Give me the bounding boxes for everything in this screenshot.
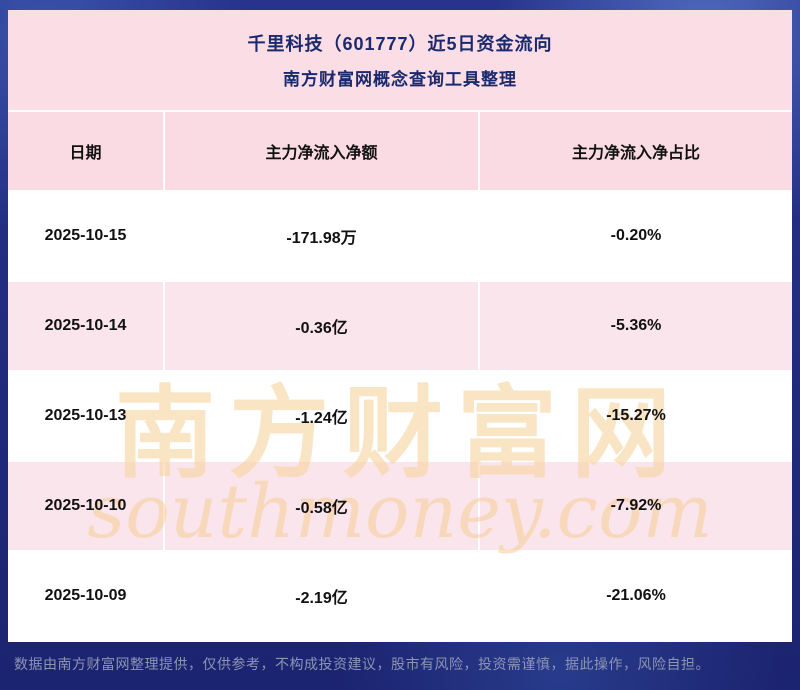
amount-cell: -1.24亿 — [165, 372, 480, 460]
amount-cell: -0.36亿 — [165, 282, 480, 370]
header-net-inflow-label: 主力净流入净额 — [265, 145, 378, 162]
date-value: 2025-10-09 — [44, 587, 127, 604]
title-band: 千里科技（601777）近5日资金流向 南方财富网概念查询工具整理 — [8, 10, 792, 110]
table-row: 2025-10-15 -171.98万 -0.20% — [8, 192, 792, 282]
table-row: 2025-10-10 -0.58亿 -7.92% — [8, 462, 792, 552]
date-value: 2025-10-15 — [44, 227, 127, 244]
ratio-cell: -5.36% — [480, 282, 792, 370]
date-cell: 2025-10-13 — [8, 372, 165, 460]
chart-title: 千里科技（601777）近5日资金流向 — [247, 34, 553, 54]
ratio-value: -21.06% — [606, 587, 666, 604]
table-header-row: 日期 主力净流入净额 主力净流入净占比 — [8, 110, 792, 192]
footer-disclaimer: 数据由南方财富网整理提供，仅供参考，不构成投资建议，股市有风险，投资需谨慎，据此… — [14, 656, 710, 672]
amount-cell: -0.58亿 — [165, 462, 480, 550]
amount-value: -0.36亿 — [295, 320, 348, 337]
ratio-cell: -21.06% — [480, 552, 792, 640]
date-cell: 2025-10-09 — [8, 552, 165, 640]
amount-value: -1.24亿 — [295, 410, 348, 427]
date-cell: 2025-10-15 — [8, 192, 165, 280]
date-value: 2025-10-13 — [44, 407, 127, 424]
table-row: 2025-10-14 -0.36亿 -5.36% — [8, 282, 792, 372]
fund-flow-table: 日期 主力净流入净额 主力净流入净占比 2025-10-15 -171.98万 … — [8, 110, 792, 642]
date-cell: 2025-10-14 — [8, 282, 165, 370]
header-net-inflow-ratio: 主力净流入净占比 — [480, 112, 792, 190]
date-cell: 2025-10-10 — [8, 462, 165, 550]
amount-value: -0.58亿 — [295, 500, 348, 517]
ratio-value: -0.20% — [610, 227, 662, 244]
header-net-inflow: 主力净流入净额 — [165, 112, 480, 190]
date-value: 2025-10-10 — [44, 497, 127, 514]
table-row: 2025-10-09 -2.19亿 -21.06% — [8, 552, 792, 642]
amount-value: -171.98万 — [286, 230, 357, 247]
ratio-cell: -7.92% — [480, 462, 792, 550]
ratio-value: -15.27% — [606, 407, 666, 424]
header-net-inflow-ratio-label: 主力净流入净占比 — [571, 145, 700, 162]
table-row: 2025-10-13 -1.24亿 -15.27% — [8, 372, 792, 462]
ratio-value: -7.92% — [610, 497, 662, 514]
amount-cell: -171.98万 — [165, 192, 480, 280]
ratio-cell: -0.20% — [480, 192, 792, 280]
chart-subtitle: 南方财富网概念查询工具整理 — [283, 70, 517, 89]
amount-value: -2.19亿 — [295, 590, 348, 607]
amount-cell: -2.19亿 — [165, 552, 480, 640]
date-value: 2025-10-14 — [44, 317, 127, 334]
header-date: 日期 — [8, 112, 165, 190]
ratio-cell: -15.27% — [480, 372, 792, 460]
header-date-label: 日期 — [69, 145, 102, 162]
ratio-value: -5.36% — [610, 317, 662, 334]
